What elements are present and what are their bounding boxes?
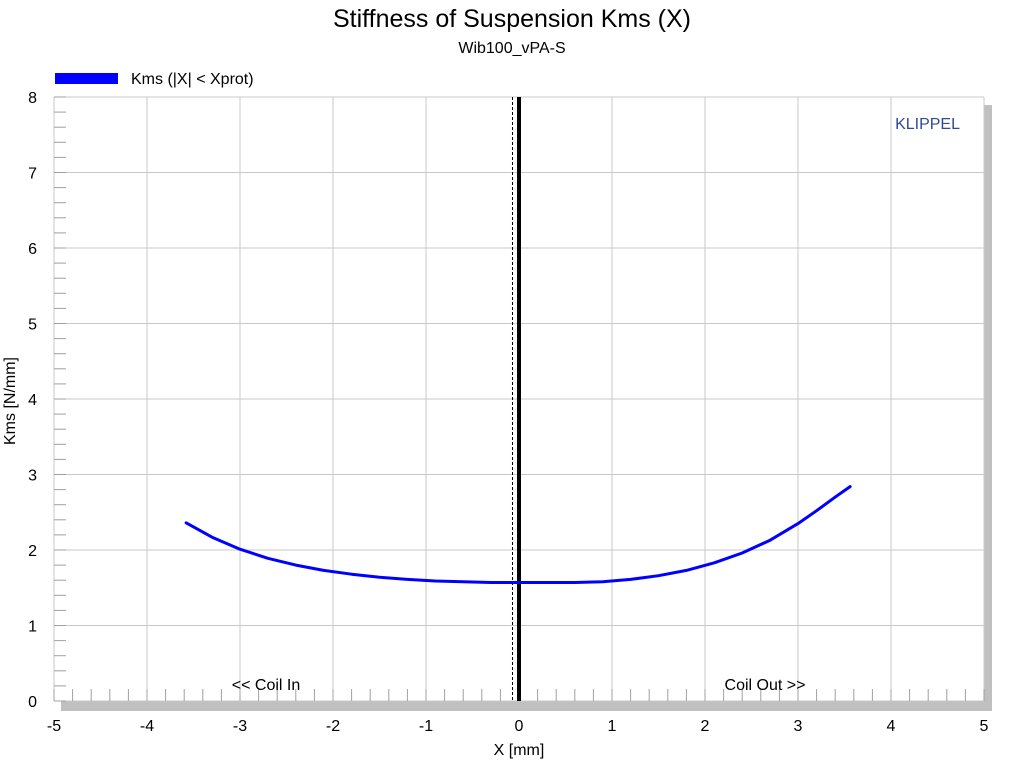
x-tick-label: -1 xyxy=(419,718,433,735)
x-tick-label: -4 xyxy=(140,718,154,735)
y-tick-label: 0 xyxy=(28,694,37,711)
x-axis-title: X [mm] xyxy=(494,742,545,759)
y-tick-label: 8 xyxy=(28,90,37,107)
chart-title: Stiffness of Suspension Kms (X) xyxy=(333,5,691,33)
x-tick-label: 4 xyxy=(887,718,896,735)
chart-subtitle: Wib100_vPA-S xyxy=(458,40,565,57)
legend-swatch xyxy=(55,73,118,84)
x-tick-label: 0 xyxy=(515,718,524,735)
coil-out-label: Coil Out >> xyxy=(725,677,806,694)
legend-label: Kms (|X| < Xprot) xyxy=(131,71,254,88)
y-tick-label: 1 xyxy=(28,619,37,636)
x-tick-label: -3 xyxy=(233,718,247,735)
y-tick-label: 3 xyxy=(28,468,37,485)
x-tick-label: -2 xyxy=(326,718,340,735)
x-tick-label: 5 xyxy=(980,718,989,735)
series-layer xyxy=(184,485,852,584)
x-tick-label: 2 xyxy=(701,718,710,735)
y-tick-label: 4 xyxy=(28,392,37,409)
minor-ticks xyxy=(53,96,985,702)
x-tick-label: -5 xyxy=(47,718,61,735)
coil-in-label: << Coil In xyxy=(232,677,300,694)
y-tick-label: 5 xyxy=(28,317,37,334)
reference-lines xyxy=(511,97,521,701)
y-tick-label: 2 xyxy=(28,543,37,560)
y-tick-label: 6 xyxy=(28,241,37,258)
series-line-kms xyxy=(184,485,852,584)
y-tick-labels: 0 1 2 3 4 5 6 7 8 xyxy=(28,90,37,711)
brand-label: KLIPPEL xyxy=(895,116,960,133)
y-tick-label: 7 xyxy=(28,166,37,183)
legend: Kms (|X| < Xprot) xyxy=(55,71,254,88)
x-tick-labels: -5 -4 -3 -2 -1 0 1 2 3 4 5 xyxy=(47,718,989,735)
y-axis-title: Kms [N/mm] xyxy=(2,357,19,445)
x-tick-label: 1 xyxy=(608,718,617,735)
x-tick-label: 3 xyxy=(794,718,803,735)
